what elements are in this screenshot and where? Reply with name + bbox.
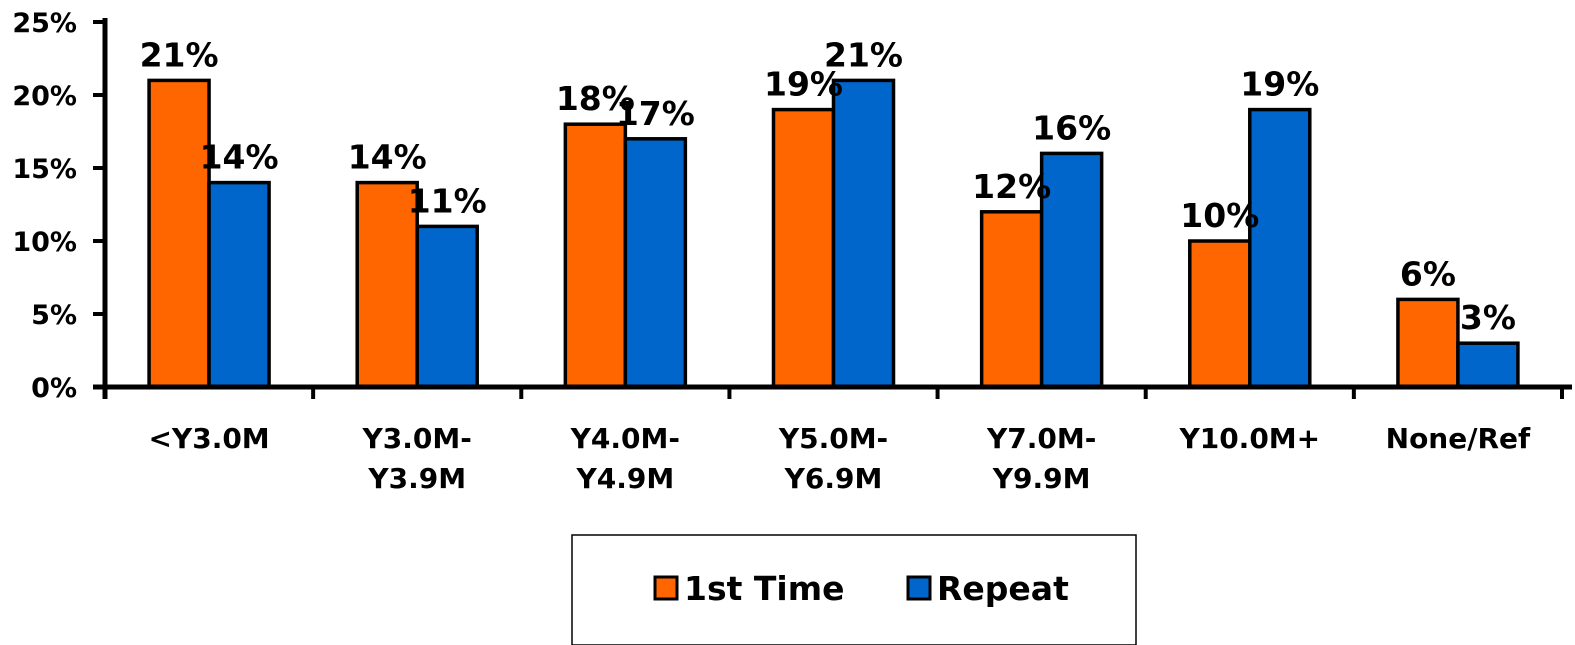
bar-repeat-2 [623,137,688,389]
bar-first-time-1 [355,180,419,389]
category-label-4: Y7.0M-Y9.9M [986,422,1096,495]
data-label-repeat-3: 21% [824,35,903,74]
bar-repeat-3 [831,78,896,389]
bars-layer [147,78,1520,389]
y-tick-label-3: 15% [12,154,77,185]
data-label-repeat-1: 11% [408,181,487,220]
category-label-6: None/Ref [1386,422,1531,455]
category-label-3: Y5.0M-Y6.9M [778,422,888,495]
data-label-repeat-5: 19% [1240,65,1319,104]
legend-label-first-time: 1st Time [684,569,844,608]
data-label-first-time-2: 18% [556,79,635,118]
data-label-first-time-6: 6% [1400,254,1456,293]
bar-first-time-5 [1188,239,1252,389]
data-label-first-time-3: 19% [764,65,843,104]
category-label-2: Y4.0M-Y4.9M [570,422,680,495]
legend-swatch-first-time [653,575,679,601]
category-label-1: Y3.0M-Y3.9M [362,422,472,495]
data-label-repeat-4: 16% [1032,108,1111,147]
legend: 1st Time Repeat [571,534,1137,645]
y-tick-label-5: 25% [12,8,77,39]
category-label-0: <Y3.0M [148,422,269,455]
bar-repeat-6 [1456,341,1520,389]
data-label-first-time-4: 12% [972,167,1051,206]
data-label-repeat-2: 17% [616,94,695,133]
data-label-repeat-6: 3% [1460,298,1516,337]
bar-first-time-3 [771,107,836,389]
data-label-first-time-0: 21% [140,35,219,74]
data-labels-layer: 21%14% 14%11%18%17%19%21%12%16%10%19%6%3% [140,35,1516,337]
bar-first-time-6 [1396,297,1460,389]
bar-repeat-5 [1248,107,1312,389]
legend-swatch-repeat [906,575,932,601]
legend-label-repeat: Repeat [937,569,1069,608]
bar-repeat-1 [415,224,479,389]
bar-first-time-0 [147,78,211,389]
category-labels-layer: <Y3.0M Y3.0M-Y3.9M Y4.0M-Y4.9M Y5.0M-Y6.9M Y… [148,422,1531,495]
data-label-first-time-1: 14% [348,138,427,177]
data-label-first-time-5: 10% [1180,196,1259,235]
bar-first-time-2 [563,122,628,389]
bar-first-time-4 [979,210,1044,389]
bar-repeat-0 [207,180,271,389]
y-tick-label-1: 5% [31,300,77,331]
data-label-repeat-0: 14% [200,138,279,177]
y-tick-label-4: 20% [12,81,77,112]
y-tick-label-2: 10% [12,227,77,258]
category-label-5: Y10.0M+ [1178,422,1320,455]
y-tick-label-0: 0% [31,373,77,404]
axes-layer: 0% 5% 10% 15% 20% 25% [12,8,1572,404]
